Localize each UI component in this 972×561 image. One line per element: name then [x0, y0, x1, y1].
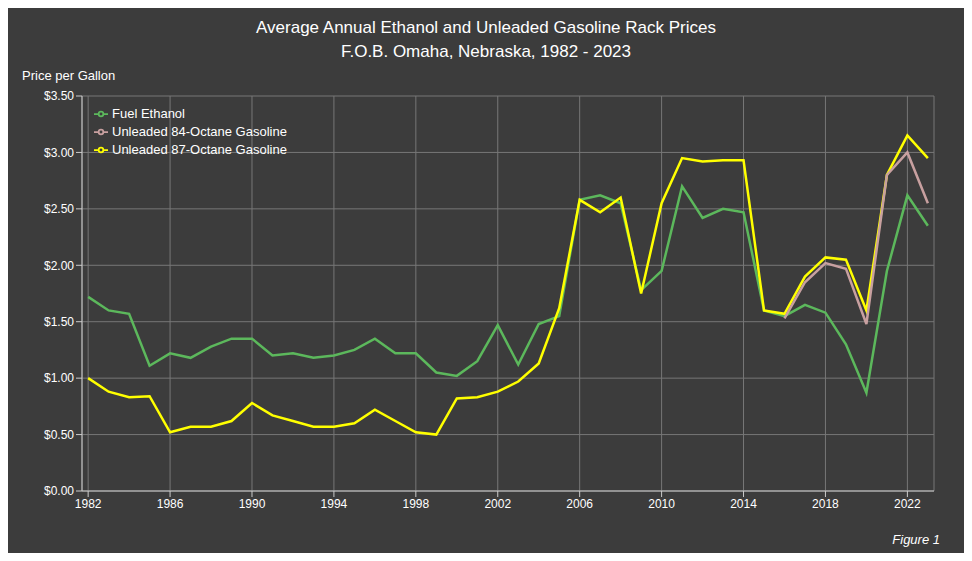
- svg-text:2002: 2002: [484, 497, 511, 511]
- svg-text:2018: 2018: [812, 497, 839, 511]
- svg-text:1990: 1990: [239, 497, 266, 511]
- html-text:Price per Gallon: Price per Gallon: [22, 68, 116, 83]
- svg-text:$3.50: $3.50: [44, 89, 74, 103]
- svg-text:2010: 2010: [648, 497, 675, 511]
- svg-text:$2.50: $2.50: [44, 202, 74, 216]
- svg-text:$3.00: $3.00: [44, 146, 74, 160]
- svg-text:2006: 2006: [566, 497, 593, 511]
- html-text:Average Annual Ethanol and Unl: Average Annual Ethanol and Unleaded Gaso…: [256, 18, 716, 37]
- html-text:Fuel Ethanol: Fuel Ethanol: [112, 106, 185, 121]
- html-text:Unleaded 84-Octane Gasoline: Unleaded 84-Octane Gasoline: [112, 124, 287, 139]
- html-text:Figure 1: Figure 1: [892, 532, 940, 547]
- svg-text:1994: 1994: [321, 497, 348, 511]
- svg-text:2014: 2014: [730, 497, 757, 511]
- svg-text:$0.50: $0.50: [44, 428, 74, 442]
- html-text:Unleaded 87-Octane Gasoline: Unleaded 87-Octane Gasoline: [112, 142, 287, 157]
- html-text:F.O.B. Omaha, Nebraska, 1982 -: F.O.B. Omaha, Nebraska, 1982 - 2023: [340, 42, 631, 61]
- svg-text:$0.00: $0.00: [44, 484, 74, 498]
- svg-text:2022: 2022: [894, 497, 921, 511]
- svg-text:$2.00: $2.00: [44, 259, 74, 273]
- svg-text:1998: 1998: [402, 497, 429, 511]
- svg-text:1986: 1986: [157, 497, 184, 511]
- svg-text:$1.50: $1.50: [44, 315, 74, 329]
- svg-text:$1.00: $1.00: [44, 371, 74, 385]
- svg-text:1982: 1982: [75, 497, 102, 511]
